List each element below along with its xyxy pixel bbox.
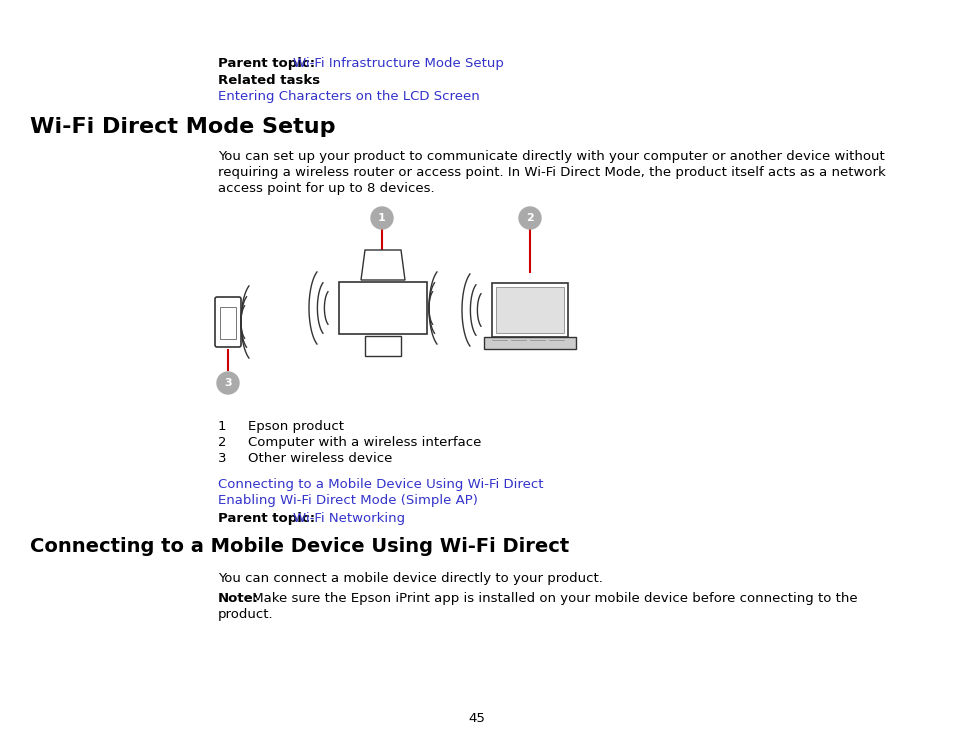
Text: 2: 2 (218, 436, 226, 449)
Text: 3: 3 (218, 452, 226, 465)
Text: Epson product: Epson product (248, 420, 344, 433)
Text: Connecting to a Mobile Device Using Wi-Fi Direct: Connecting to a Mobile Device Using Wi-F… (30, 537, 569, 556)
Text: 2: 2 (525, 213, 534, 223)
Text: 1: 1 (218, 420, 226, 433)
Text: Make sure the Epson iPrint app is installed on your mobile device before connect: Make sure the Epson iPrint app is instal… (248, 592, 857, 605)
Text: requiring a wireless router or access point. In Wi-Fi Direct Mode, the product i: requiring a wireless router or access po… (218, 166, 884, 179)
Bar (220, 307, 235, 339)
Text: access point for up to 8 devices.: access point for up to 8 devices. (218, 182, 435, 195)
Polygon shape (360, 250, 405, 280)
Text: product.: product. (218, 608, 274, 621)
Bar (492, 283, 567, 337)
Text: Computer with a wireless interface: Computer with a wireless interface (248, 436, 481, 449)
Text: You can connect a mobile device directly to your product.: You can connect a mobile device directly… (218, 572, 602, 585)
Text: 45: 45 (468, 712, 485, 725)
Text: Wi-Fi Networking: Wi-Fi Networking (293, 512, 405, 525)
Text: Wi-Fi Direct Mode Setup: Wi-Fi Direct Mode Setup (30, 117, 335, 137)
Text: Related tasks: Related tasks (218, 74, 320, 87)
Text: Parent topic:: Parent topic: (218, 512, 319, 525)
Bar (338, 282, 427, 334)
Circle shape (518, 207, 540, 229)
Text: Other wireless device: Other wireless device (248, 452, 392, 465)
Circle shape (371, 207, 393, 229)
Text: Wi-Fi Infrastructure Mode Setup: Wi-Fi Infrastructure Mode Setup (293, 57, 503, 70)
Text: 1: 1 (377, 213, 385, 223)
Text: You can set up your product to communicate directly with your computer or anothe: You can set up your product to communica… (218, 150, 883, 163)
Text: Entering Characters on the LCD Screen: Entering Characters on the LCD Screen (218, 90, 479, 103)
Text: 3: 3 (224, 378, 232, 388)
Circle shape (216, 372, 239, 394)
Bar (365, 336, 400, 356)
Text: Enabling Wi-Fi Direct Mode (Simple AP): Enabling Wi-Fi Direct Mode (Simple AP) (218, 494, 477, 507)
Text: Connecting to a Mobile Device Using Wi-Fi Direct: Connecting to a Mobile Device Using Wi-F… (218, 478, 543, 491)
FancyBboxPatch shape (483, 337, 576, 349)
Bar (496, 287, 563, 333)
Text: Note:: Note: (218, 592, 258, 605)
Text: Parent topic:: Parent topic: (218, 57, 319, 70)
FancyBboxPatch shape (214, 297, 241, 347)
